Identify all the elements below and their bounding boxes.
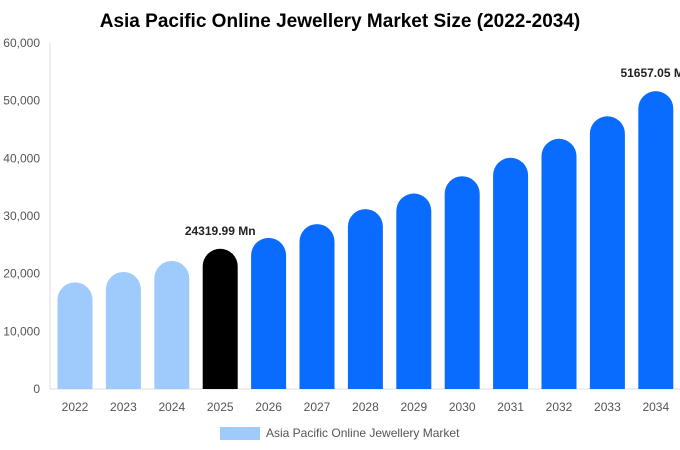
bars — [57, 91, 674, 389]
data-labels: 24319.99 Mn 51657.05 Mn — [185, 66, 680, 238]
y-tick-label: 60,000 — [3, 36, 40, 50]
x-tick-label: 2032 — [546, 400, 573, 414]
x-tick-label: 2028 — [352, 400, 379, 414]
legend-swatch — [220, 427, 260, 440]
legend: Asia Pacific Online Jewellery Market — [220, 426, 460, 440]
bar-2033 — [589, 116, 625, 389]
bar-2022 — [57, 282, 93, 389]
x-tick-label: 2034 — [642, 400, 669, 414]
x-tick-label: 2026 — [255, 400, 282, 414]
y-tick-label: 10,000 — [3, 324, 40, 338]
bar-2026 — [251, 237, 287, 389]
bar-2034 — [638, 91, 674, 389]
y-tick-label: 40,000 — [3, 151, 40, 165]
y-tick-label: 20,000 — [3, 267, 40, 281]
x-tick-label: 2024 — [158, 400, 185, 414]
legend-label: Asia Pacific Online Jewellery Market — [266, 426, 460, 440]
bar-2032 — [541, 138, 577, 389]
y-tick-label: 50,000 — [3, 94, 40, 108]
x-tick-label: 2030 — [449, 400, 476, 414]
bar-2029 — [396, 193, 432, 389]
axes: 0 10,000 20,000 30,000 40,000 50,000 60,000 202… — [3, 36, 680, 414]
x-tick-label: 2022 — [62, 400, 89, 414]
bar-2030 — [444, 176, 480, 389]
y-tick-label: 0 — [33, 382, 40, 396]
bar-2028 — [347, 209, 383, 389]
bar-2027 — [299, 224, 335, 389]
x-tick-label: 2027 — [304, 400, 331, 414]
data-label-2025: 24319.99 Mn — [185, 224, 256, 238]
x-tick-label: 2029 — [400, 400, 427, 414]
bar-2031 — [493, 157, 529, 389]
y-tick-label: 30,000 — [3, 209, 40, 223]
bar-2025 — [202, 248, 238, 389]
x-tick-label: 2025 — [207, 400, 234, 414]
bar-2024 — [154, 260, 190, 389]
bar-2023 — [105, 271, 141, 389]
data-label-2034: 51657.05 Mn — [620, 66, 680, 80]
x-tick-label: 2031 — [497, 400, 524, 414]
x-tick-label: 2023 — [110, 400, 137, 414]
chart-title: Asia Pacific Online Jewellery Market Siz… — [100, 11, 581, 32]
x-tick-label: 2033 — [594, 400, 621, 414]
